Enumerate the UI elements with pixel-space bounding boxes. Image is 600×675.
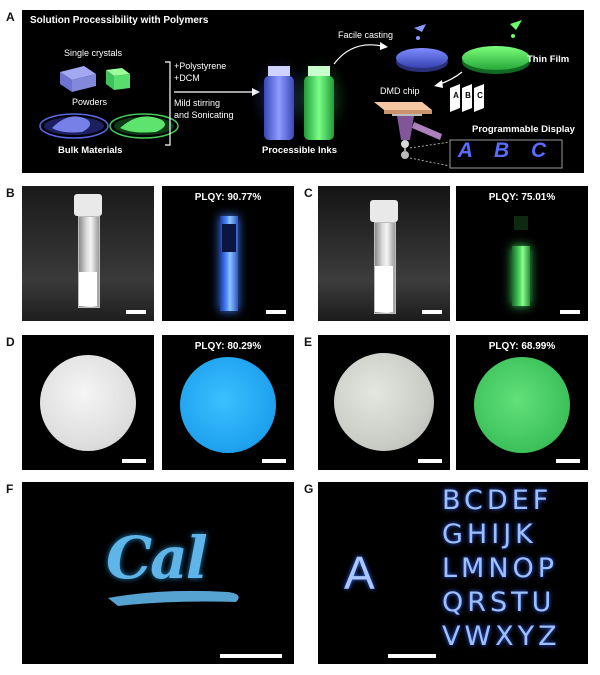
cal-underline: [108, 590, 239, 606]
panel-g-label: G: [304, 482, 314, 496]
scale-bar: [220, 654, 282, 658]
scale-bar: [266, 310, 286, 314]
guide-line-bottom: [409, 157, 451, 167]
film-to-dmd-arrow: [439, 71, 463, 85]
panel-c-photo-uv: PLQY: 75.01%: [456, 186, 588, 321]
scale-bar: [556, 459, 580, 463]
bulk-materials-label: Bulk Materials: [58, 145, 123, 156]
panel-e-photo-uv: PLQY: 68.99%: [456, 335, 588, 470]
alphabet-grid: BCDEF GHIJK LMNOP QRSTU VWXYZ: [442, 484, 584, 654]
cuvette-dark-top: [514, 216, 528, 230]
ink-vial-green: [290, 56, 350, 140]
panel-e-photo-ambient: [318, 335, 450, 470]
light-beam: [412, 122, 442, 140]
scale-bar: [262, 459, 286, 463]
big-letter-a: A: [344, 547, 375, 599]
lens-lower: [401, 151, 409, 159]
mild-stirring-label: Mild stirring: [174, 98, 221, 108]
scale-bar: [422, 310, 442, 314]
scale-bar: [122, 459, 146, 463]
plqy-b: PLQY: 90.77%: [194, 192, 262, 203]
film-disc-cyan-emission: [180, 357, 276, 453]
panel-f-photo: Cal: [22, 482, 294, 664]
cuvette-solution: [375, 266, 393, 312]
facile-casting-label: Facile casting: [338, 30, 394, 40]
scale-bar: [126, 310, 146, 314]
cuvette-cap: [370, 200, 398, 222]
panel-d-label: D: [6, 335, 15, 349]
film-disc-white: [40, 355, 136, 451]
plqy-c: PLQY: 75.01%: [488, 192, 556, 203]
panel-b-photo-ambient: [22, 186, 154, 321]
film-disc-translucent: [334, 353, 434, 451]
single-crystals-label: Single crystals: [64, 48, 123, 58]
powder-dish-green: [109, 113, 179, 139]
processible-inks-label: Processible Inks: [262, 145, 337, 156]
programmable-display-label: Programmable Display: [472, 124, 575, 135]
panel-a-schematic: Solution Processibility with Polymers Si…: [22, 10, 584, 173]
panel-c-label: C: [304, 186, 313, 200]
polystyrene-label: +Polystyrene: [174, 61, 227, 71]
thin-film-label: Thin Film: [527, 54, 570, 65]
casting-arrow-head: [380, 42, 388, 50]
plqy-d: PLQY: 80.29%: [194, 341, 262, 352]
film-disc-green-emission: [474, 357, 570, 453]
dmd-chip-label: DMD chip: [380, 86, 420, 96]
thin-film-blue: [396, 48, 448, 72]
single-crystal-green: [106, 68, 130, 90]
cuvette-green-emission: [512, 246, 530, 306]
panel-g-photo: A BCDEF GHIJK LMNOP QRSTU VWXYZ: [318, 482, 588, 664]
card-letter-a: A: [453, 91, 459, 100]
display-box: [449, 139, 563, 169]
panel-b-photo-uv: PLQY: 90.77%: [162, 186, 294, 321]
alphabet-row: LMNOP: [442, 553, 559, 584]
film-to-dmd-arrowhead: [434, 80, 443, 88]
panel-a-title: Solution Processibility with Polymers: [30, 15, 209, 26]
alphabet-row: VWXYZ: [442, 621, 561, 652]
scale-bar: [388, 654, 436, 658]
guide-line-top: [409, 141, 451, 149]
thin-film-green: [462, 46, 530, 74]
alphabet-row: BCDEF: [442, 485, 553, 516]
cal-logo-text: Cal: [106, 524, 208, 592]
lens: [401, 140, 409, 148]
card-letter-c: C: [477, 91, 483, 100]
panel-f-label: F: [6, 482, 14, 496]
plqy-e: PLQY: 68.99%: [488, 341, 556, 352]
single-crystal-blue: [60, 66, 96, 92]
powders-label: Powders: [72, 97, 108, 107]
panel-a-graphics: [39, 20, 563, 169]
bulk-bracket: [165, 61, 171, 146]
panel-c-photo-ambient: [318, 186, 450, 321]
sonicating-label: and Sonicating: [174, 110, 234, 120]
green-pipette: [510, 20, 522, 30]
powder-dish-blue: [39, 113, 109, 139]
panel-b-label: B: [6, 186, 15, 200]
cuvette-dark-top: [222, 224, 236, 252]
blue-pipette: [414, 24, 426, 32]
dmd-chip: [374, 102, 432, 116]
letter-cards: [450, 84, 484, 112]
panel-a-label: A: [6, 10, 15, 24]
scale-bar: [418, 459, 442, 463]
alphabet-row: QRSTU: [442, 587, 556, 618]
dcm-label: +DCM: [174, 73, 200, 83]
light-cone: [397, 116, 414, 140]
display-letters: A B C: [457, 139, 555, 162]
cuvette-solution: [79, 272, 97, 306]
casting-arrow: [333, 44, 383, 65]
green-droplet: [511, 34, 515, 38]
blue-droplet: [416, 36, 420, 40]
alphabet-row: GHIJK: [442, 519, 537, 550]
scale-bar: [560, 310, 580, 314]
cuvette-cap: [74, 194, 102, 216]
panel-d-photo-ambient: [22, 335, 154, 470]
panel-d-photo-uv: PLQY: 80.29%: [162, 335, 294, 470]
panel-e-label: E: [304, 335, 313, 349]
card-letter-b: B: [465, 91, 471, 100]
